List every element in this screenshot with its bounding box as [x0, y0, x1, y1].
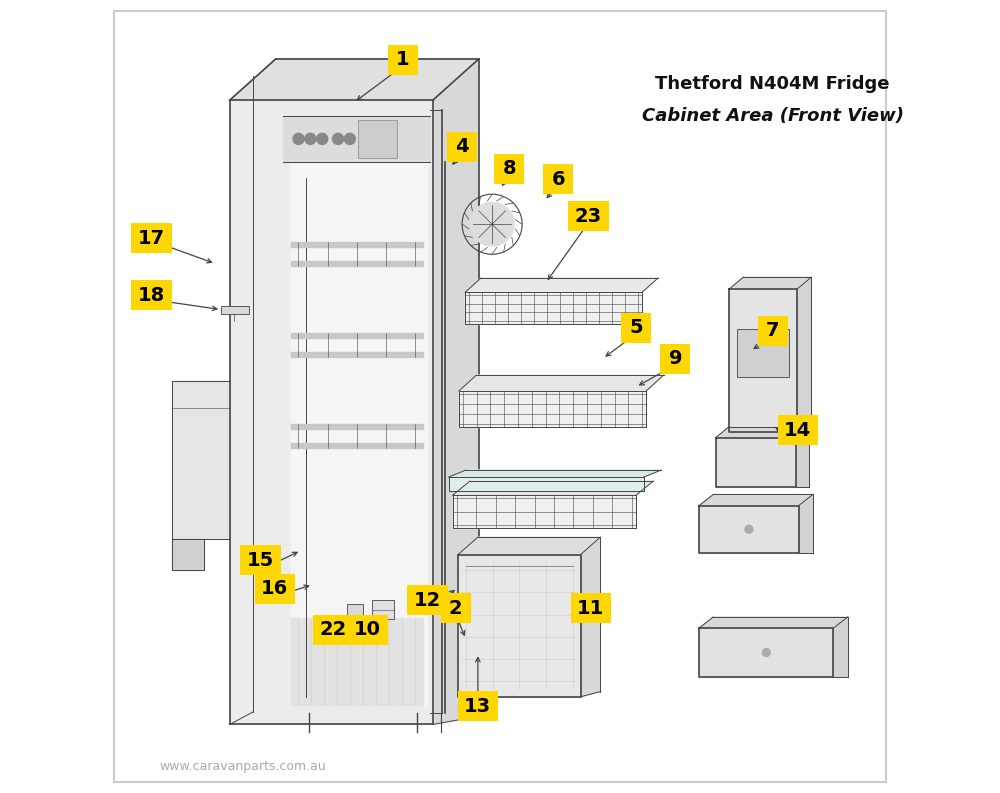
- Circle shape: [470, 202, 514, 247]
- Text: 7: 7: [766, 321, 779, 340]
- Polygon shape: [699, 617, 848, 628]
- FancyBboxPatch shape: [313, 615, 354, 645]
- Polygon shape: [291, 352, 423, 357]
- FancyBboxPatch shape: [568, 201, 609, 232]
- FancyBboxPatch shape: [388, 45, 418, 75]
- Circle shape: [453, 151, 464, 162]
- Polygon shape: [283, 116, 430, 162]
- Circle shape: [332, 133, 344, 144]
- Polygon shape: [465, 292, 642, 324]
- Polygon shape: [833, 617, 848, 677]
- Bar: [737, 329, 789, 377]
- Polygon shape: [799, 495, 813, 553]
- Circle shape: [762, 649, 770, 657]
- Polygon shape: [172, 381, 230, 538]
- Polygon shape: [453, 496, 636, 528]
- Text: Thetford N404M Fridge: Thetford N404M Fridge: [655, 75, 890, 94]
- Bar: [221, 306, 249, 314]
- Circle shape: [745, 525, 753, 533]
- Text: 13: 13: [464, 697, 491, 716]
- Polygon shape: [729, 278, 811, 289]
- Polygon shape: [449, 477, 644, 491]
- Polygon shape: [230, 59, 479, 100]
- Polygon shape: [291, 424, 423, 429]
- FancyBboxPatch shape: [447, 132, 477, 162]
- Polygon shape: [291, 243, 423, 247]
- Polygon shape: [291, 333, 423, 338]
- Polygon shape: [291, 618, 423, 705]
- FancyBboxPatch shape: [543, 164, 573, 194]
- Polygon shape: [729, 289, 797, 432]
- Text: 5: 5: [629, 318, 643, 337]
- FancyBboxPatch shape: [114, 11, 886, 782]
- Text: 9: 9: [669, 349, 682, 368]
- Text: 10: 10: [354, 620, 381, 639]
- Circle shape: [293, 133, 304, 144]
- Circle shape: [344, 133, 355, 144]
- Polygon shape: [459, 375, 664, 391]
- FancyBboxPatch shape: [240, 545, 281, 575]
- FancyBboxPatch shape: [255, 573, 295, 603]
- Text: 17: 17: [138, 229, 165, 248]
- Polygon shape: [291, 443, 423, 448]
- Polygon shape: [172, 538, 204, 570]
- Circle shape: [317, 133, 328, 144]
- Bar: [347, 603, 363, 619]
- Text: 22: 22: [320, 620, 347, 639]
- Text: 6: 6: [552, 170, 565, 189]
- Bar: [372, 600, 394, 619]
- Text: Cabinet Area (Front View): Cabinet Area (Front View): [642, 107, 904, 125]
- Polygon shape: [797, 278, 811, 432]
- Polygon shape: [230, 100, 433, 725]
- Polygon shape: [459, 391, 646, 427]
- Text: www.caravanparts.com.au: www.caravanparts.com.au: [160, 760, 327, 773]
- Polygon shape: [699, 628, 833, 677]
- FancyBboxPatch shape: [758, 316, 788, 346]
- Polygon shape: [453, 481, 653, 496]
- FancyBboxPatch shape: [441, 593, 471, 623]
- Text: 16: 16: [261, 579, 288, 598]
- Text: 18: 18: [138, 285, 165, 305]
- FancyBboxPatch shape: [458, 691, 498, 722]
- FancyBboxPatch shape: [347, 615, 388, 645]
- FancyBboxPatch shape: [778, 416, 818, 446]
- Polygon shape: [699, 495, 813, 506]
- FancyBboxPatch shape: [660, 343, 690, 374]
- Text: 2: 2: [449, 599, 463, 618]
- Text: 15: 15: [247, 550, 274, 569]
- Text: 1: 1: [396, 51, 410, 69]
- Polygon shape: [458, 554, 581, 697]
- Polygon shape: [716, 427, 809, 438]
- Text: 11: 11: [577, 599, 605, 618]
- Text: 4: 4: [455, 137, 469, 156]
- FancyBboxPatch shape: [494, 154, 524, 184]
- FancyBboxPatch shape: [131, 224, 172, 254]
- Text: 14: 14: [784, 421, 812, 440]
- Circle shape: [305, 133, 316, 144]
- Polygon shape: [581, 537, 600, 697]
- FancyBboxPatch shape: [571, 593, 611, 623]
- Bar: [358, 120, 397, 158]
- Text: 23: 23: [575, 207, 602, 226]
- Text: 8: 8: [503, 159, 516, 178]
- Polygon shape: [433, 59, 479, 725]
- FancyBboxPatch shape: [131, 281, 172, 310]
- Polygon shape: [291, 262, 423, 266]
- Polygon shape: [291, 118, 427, 705]
- Polygon shape: [458, 537, 600, 554]
- Polygon shape: [796, 427, 809, 488]
- Polygon shape: [465, 278, 658, 292]
- FancyBboxPatch shape: [407, 585, 448, 615]
- Text: 12: 12: [414, 591, 441, 610]
- Polygon shape: [449, 470, 661, 477]
- Polygon shape: [716, 438, 796, 488]
- Circle shape: [379, 623, 387, 631]
- Polygon shape: [699, 506, 799, 553]
- FancyBboxPatch shape: [621, 312, 651, 343]
